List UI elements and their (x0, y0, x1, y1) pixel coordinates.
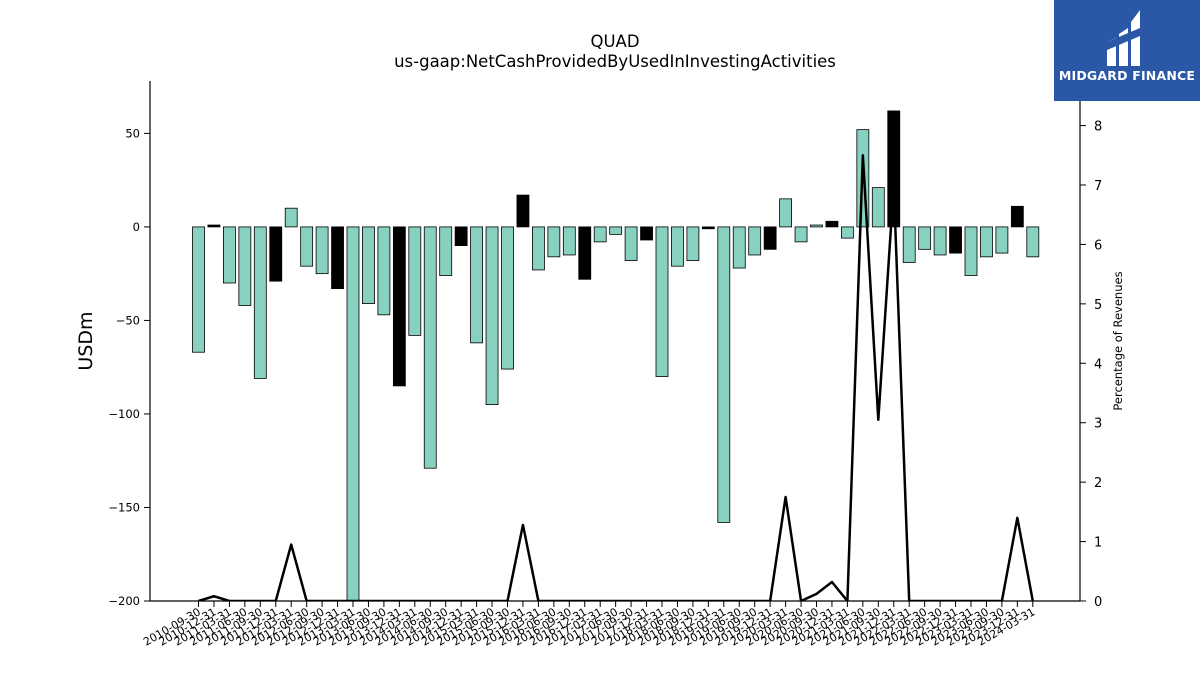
bar (810, 224, 823, 228)
bar (609, 226, 623, 235)
chart-subtitle: us-gaap:NetCashProvidedByUsedInInvesting… (394, 52, 836, 71)
y-tick-label: −200 (108, 594, 140, 608)
bar (485, 226, 499, 405)
bar (686, 226, 700, 261)
bar (562, 226, 576, 256)
y2-tick-label: 6 (1094, 238, 1102, 253)
bar (918, 226, 932, 250)
y2-tick-label: 1 (1094, 536, 1102, 551)
bar (980, 226, 993, 258)
bar (269, 226, 283, 282)
bar (640, 226, 653, 241)
y2-tick-label: 3 (1094, 417, 1102, 432)
bar (207, 224, 221, 228)
bar (392, 226, 406, 387)
y-tick-label: −150 (108, 500, 140, 514)
y2-axis-label: Percentage of Revenues (1111, 271, 1125, 410)
bar (315, 226, 329, 275)
bar (871, 187, 885, 228)
bar (439, 226, 453, 276)
bar (841, 226, 854, 239)
bar (655, 226, 669, 377)
bar (377, 226, 391, 316)
bar (1010, 205, 1024, 228)
bar (624, 226, 638, 261)
bar (300, 226, 314, 267)
bar (253, 226, 267, 379)
midgard-logo-icon (1107, 10, 1140, 66)
y-tick-label: −100 (108, 407, 140, 421)
bar (192, 226, 205, 353)
bar (578, 226, 592, 280)
bar (933, 226, 947, 256)
chart-title: QUAD (590, 32, 640, 51)
y-axis-label: USDm (75, 311, 97, 370)
bar (794, 226, 808, 243)
bar (1026, 226, 1040, 258)
bar (887, 110, 901, 228)
bar (825, 220, 839, 228)
bar (748, 226, 762, 256)
bar (902, 226, 916, 263)
bar (763, 226, 777, 250)
bar (408, 226, 422, 336)
axes-layer: 500−50−100−150−200 0123456782010-09-30201… (75, 81, 1125, 649)
bar (949, 226, 962, 254)
bar (732, 226, 746, 269)
y2-tick-label: 2 (1094, 476, 1102, 491)
bar (238, 226, 252, 306)
bar (532, 226, 545, 271)
bar (717, 226, 731, 523)
bar (284, 207, 298, 228)
watermark-logo: MIDGARD FINANCE (1054, 0, 1200, 101)
y2-tick-label: 0 (1094, 595, 1102, 610)
bar (470, 226, 484, 344)
y2-tick-label: 7 (1094, 179, 1102, 194)
bar (516, 194, 530, 228)
bar (701, 226, 715, 230)
watermark-text: MIDGARD FINANCE (1058, 68, 1196, 83)
y2-tick-label: 8 (1094, 120, 1102, 135)
bar (331, 226, 344, 290)
bar (593, 226, 607, 243)
bar-layer (192, 110, 1040, 602)
bar (779, 198, 792, 228)
bar (501, 226, 514, 370)
bar (671, 226, 684, 267)
bar (964, 226, 978, 276)
bar (362, 226, 375, 304)
bar (222, 226, 236, 284)
bar (547, 226, 561, 258)
y2-tick-label: 5 (1094, 298, 1102, 313)
bar (454, 226, 468, 247)
bar (423, 226, 437, 469)
y-tick-label: −50 (116, 313, 140, 327)
y-tick-label: 50 (125, 126, 140, 140)
y-tick-label: 0 (133, 220, 140, 234)
series-line-percentage (198, 154, 1035, 601)
bar (346, 226, 360, 602)
y2-tick-label: 4 (1094, 357, 1102, 372)
bar (995, 226, 1009, 254)
line-layer (198, 154, 1035, 601)
